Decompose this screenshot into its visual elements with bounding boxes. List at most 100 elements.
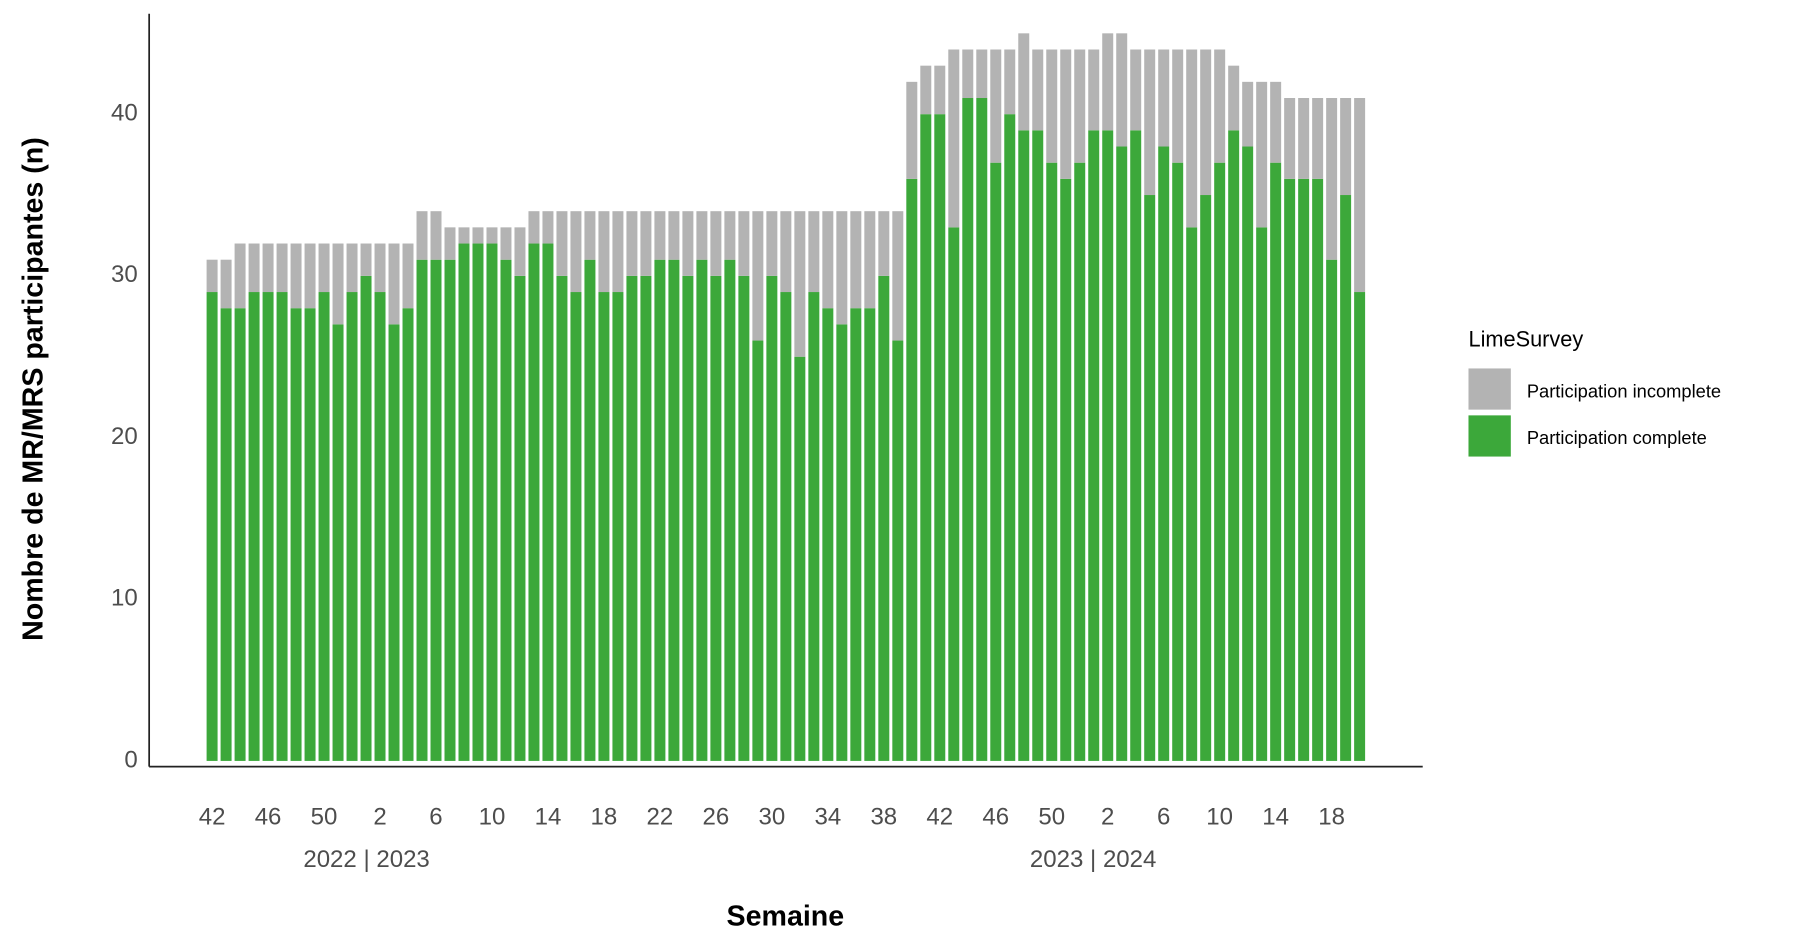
bar-segment (290, 243, 302, 309)
bar-segment (780, 211, 792, 293)
bar-segment (850, 308, 862, 761)
bar-segment (962, 49, 974, 99)
x-tick-label: 2 (373, 803, 386, 830)
bar-segment (990, 162, 1002, 761)
bar-segment (682, 211, 694, 276)
bar-segment (1228, 65, 1240, 131)
bar-segment (500, 227, 512, 260)
bar-segment (220, 259, 232, 309)
bar-segment (724, 211, 736, 260)
bar-segment (248, 292, 260, 761)
bar-segment (528, 243, 540, 761)
bar-segment (1326, 259, 1338, 761)
bar-segment (766, 275, 778, 761)
bar-segment (850, 211, 862, 309)
bar-segment (402, 308, 414, 761)
bar-segment (1214, 162, 1226, 761)
bar-segment (1130, 130, 1142, 761)
bar-segment (1186, 49, 1198, 228)
bar-segment (934, 65, 946, 115)
x-axis-title: Semaine (727, 900, 845, 932)
bar-segment (808, 211, 820, 293)
bar-segment (1088, 130, 1100, 761)
bar-segment (822, 211, 834, 309)
bar-segment (1312, 178, 1324, 761)
bar-segment (654, 259, 666, 761)
bar-segment (1312, 98, 1324, 179)
bar-segment (696, 211, 708, 260)
bar-segment (360, 275, 372, 761)
bar-segment (1270, 81, 1282, 163)
x-tick-label: 14 (1262, 803, 1289, 830)
bar-segment (1200, 195, 1212, 761)
x-tick-label: 34 (814, 803, 841, 830)
bar-segment (430, 259, 442, 761)
bar-segment (836, 324, 848, 761)
bar-segment (1256, 81, 1268, 228)
bar-segment (206, 259, 218, 293)
bar-segment (1256, 227, 1268, 761)
bar-segment (976, 49, 988, 99)
y-axis-title: Nombre de MR/MRS participantes (n) (17, 137, 49, 641)
bar-segment (276, 292, 288, 761)
bar-segment (262, 243, 274, 293)
bar-segment (640, 211, 652, 276)
x-tick-label: 26 (703, 803, 730, 830)
bar-segment (1340, 195, 1352, 761)
bar-segment (528, 211, 540, 244)
x-tick-label: 50 (311, 803, 338, 830)
bar-segment (892, 340, 904, 761)
bar-segment (1102, 130, 1114, 761)
bar-segment (724, 259, 736, 761)
bar-segment (752, 340, 764, 761)
bar-segment (472, 243, 484, 761)
y-tick-label: 40 (111, 100, 138, 127)
bar-segment (318, 292, 330, 761)
x-tick-label: 18 (591, 803, 618, 830)
bar-segment (1284, 98, 1296, 179)
bar-segment (808, 292, 820, 761)
bar-segment (822, 308, 834, 761)
bar-segment (1242, 81, 1254, 147)
bar-segment (654, 211, 666, 260)
bar-segment (416, 211, 428, 260)
bar-segment (1032, 49, 1044, 131)
x-tick-label: 10 (1206, 803, 1233, 830)
bar-segment (1032, 130, 1044, 761)
bar-segment (1298, 98, 1310, 179)
bar-segment (598, 211, 610, 293)
bar-segment (206, 292, 218, 761)
x-tick-label: 18 (1318, 803, 1345, 830)
bar-segment (934, 114, 946, 761)
bar-segment (234, 308, 246, 761)
x-tick-label: 22 (647, 803, 674, 830)
x-tick-label: 50 (1038, 803, 1065, 830)
bar-segment (1074, 162, 1086, 761)
bar-segment (444, 227, 456, 260)
bar-segment (920, 65, 932, 115)
bar-segment (304, 308, 316, 761)
bar-segment (1158, 49, 1170, 147)
bar-segment (1046, 49, 1058, 163)
bar-segment (1326, 98, 1338, 260)
bar-segment (906, 81, 918, 179)
bar-segment (458, 243, 470, 761)
bar-segment (682, 275, 694, 761)
bar-segment (388, 324, 400, 761)
bar-segment (444, 259, 456, 761)
bar-segment (752, 211, 764, 341)
bar-segment (1144, 195, 1156, 761)
bar-segment (1354, 98, 1366, 293)
bar-segment (1158, 146, 1170, 761)
bar-segment (1116, 33, 1128, 147)
bar-segment (878, 275, 890, 761)
bar-segment (1228, 130, 1240, 761)
y-tick-label: 0 (124, 746, 137, 773)
bar-segment (710, 275, 722, 761)
legend-key (1468, 415, 1511, 457)
bar-segment (556, 275, 568, 761)
bar-segment (780, 292, 792, 761)
bar-segment (864, 308, 876, 761)
bar-segment (948, 49, 960, 228)
x-tick-label: 38 (870, 803, 897, 830)
